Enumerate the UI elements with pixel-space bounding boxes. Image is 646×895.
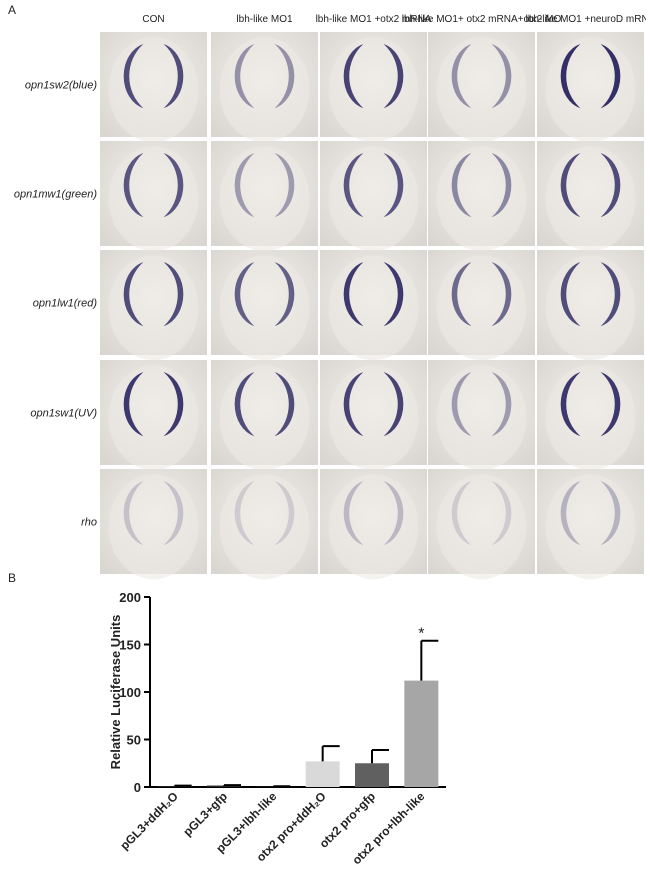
embryo-body	[329, 146, 419, 251]
bar	[404, 681, 438, 787]
embryo-body	[220, 146, 310, 251]
row-label: opn1sw2(blue)	[25, 80, 97, 92]
row-label: opn1mw1(green)	[14, 189, 97, 201]
y-tick-label: 200	[119, 590, 141, 605]
embryo-body	[109, 37, 199, 142]
embryo-body	[109, 365, 199, 470]
embryo-body	[546, 365, 636, 470]
bar	[306, 761, 340, 787]
y-tick-label: 50	[127, 733, 141, 748]
row-label: opn1lw1(red)	[33, 298, 98, 310]
panel-label: A	[8, 3, 16, 17]
embryo-body	[437, 37, 527, 142]
embryo-body	[329, 365, 419, 470]
embryo-body	[329, 474, 419, 579]
embryo-body	[437, 146, 527, 251]
bar	[355, 763, 389, 787]
embryo-body	[109, 146, 199, 251]
column-header: lbh-like MO1 +neuroD mRNA	[526, 14, 646, 25]
row-label: opn1sw1(UV)	[30, 408, 97, 420]
embryo-body	[329, 255, 419, 360]
embryo-body	[220, 474, 310, 579]
embryo-body	[546, 146, 636, 251]
embryo-body	[109, 474, 199, 579]
embryo-body	[437, 255, 527, 360]
x-tick-label: pGL3+gfp	[180, 789, 230, 839]
embryo-body	[546, 255, 636, 360]
y-tick-label: 100	[119, 685, 141, 700]
embryo-body	[220, 255, 310, 360]
embryo-body	[220, 37, 310, 142]
y-tick-label: 150	[119, 638, 141, 653]
embryo-body	[109, 255, 199, 360]
row-label: rho	[81, 517, 97, 529]
embryo-body	[329, 37, 419, 142]
embryo-body	[546, 37, 636, 142]
y-tick-label: 0	[134, 780, 141, 795]
x-tick-label: pGL3+ddH₂O	[117, 789, 180, 852]
embryo-body	[437, 474, 527, 579]
embryo-body	[437, 365, 527, 470]
embryo-body	[220, 365, 310, 470]
significance-mark: *	[418, 626, 424, 643]
embryo-body	[546, 474, 636, 579]
column-header: lbh-like MO1	[236, 14, 293, 25]
panel-label: B	[8, 571, 16, 585]
column-header: CON	[142, 14, 164, 25]
